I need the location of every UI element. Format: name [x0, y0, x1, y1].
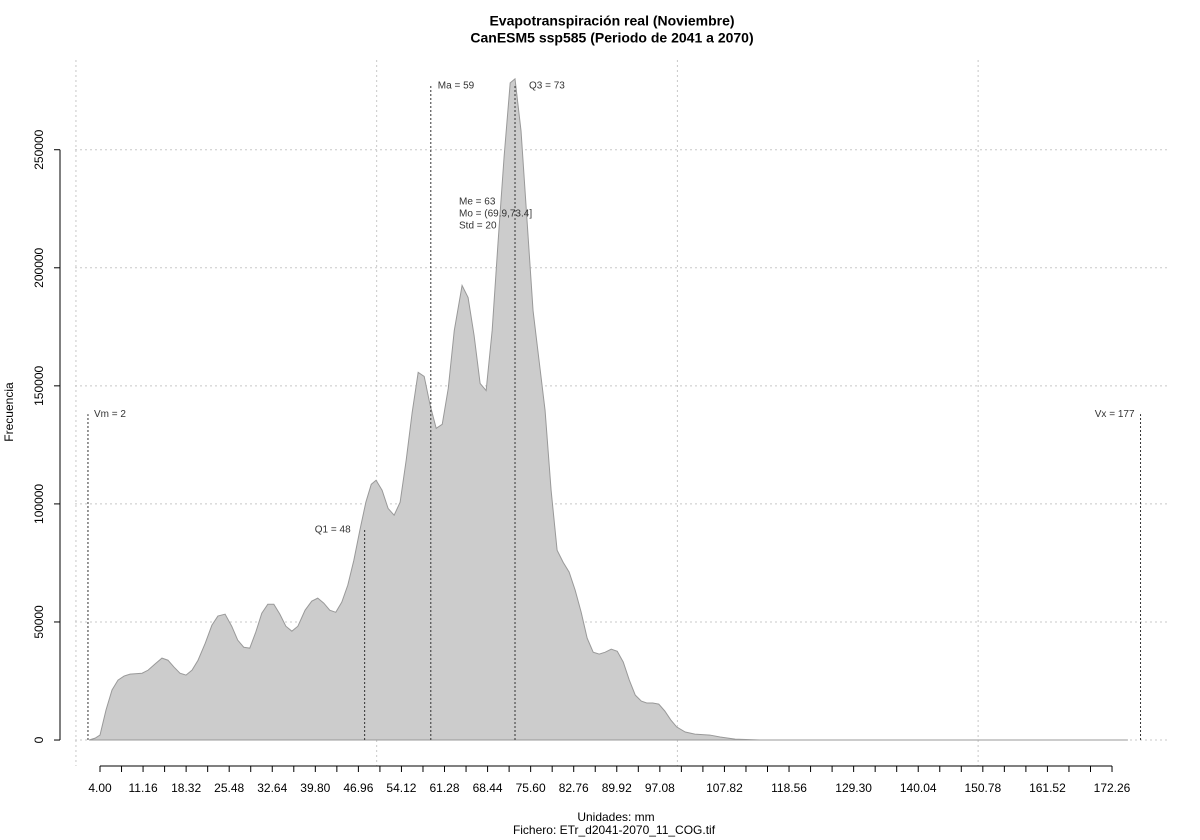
x-tick-label: 97.08 — [645, 781, 675, 795]
x-tick-label: 150.78 — [964, 781, 1001, 795]
file-label: Fichero: ETr_d2041-2070_11_COG.tif — [513, 823, 716, 837]
x-tick-label: 75.60 — [516, 781, 546, 795]
stat-label: Mo = (69.9,73.4] — [459, 209, 532, 220]
x-tick-label: 32.64 — [257, 781, 287, 795]
x-tick-label: 161.52 — [1029, 781, 1066, 795]
x-tick-label: 54.12 — [386, 781, 416, 795]
marker-label: Vx = 177 — [1095, 409, 1135, 420]
y-tick-label: 0 — [32, 736, 46, 743]
y-tick-label: 150000 — [32, 366, 46, 406]
x-tick-label: 11.16 — [128, 781, 157, 795]
y-axis-label: Frecuencia — [2, 382, 16, 442]
chart-subtitle: CanESM5 ssp585 (Periodo de 2041 a 2070) — [470, 30, 753, 46]
x-tick-label: 4.00 — [88, 781, 112, 795]
x-tick-label: 25.48 — [214, 781, 244, 795]
x-tick-label: 82.76 — [559, 781, 589, 795]
y-tick-label: 250000 — [32, 129, 46, 169]
y-tick-label: 200000 — [32, 247, 46, 287]
x-tick-label: 18.32 — [171, 781, 201, 795]
x-tick-label: 68.44 — [473, 781, 503, 795]
x-tick-label: 140.04 — [900, 781, 937, 795]
stat-label: Me = 63 — [459, 197, 496, 208]
marker-label: Q1 = 48 — [315, 525, 351, 536]
x-tick-label: 39.80 — [300, 781, 330, 795]
y-tick-label: 50000 — [32, 605, 46, 639]
x-tick-label: 89.92 — [602, 781, 632, 795]
x-tick-label: 129.30 — [835, 781, 872, 795]
marker-label: Vm = 2 — [94, 409, 126, 420]
chart-title: Evapotranspiración real (Noviembre) — [489, 13, 734, 29]
x-tick-label: 172.26 — [1094, 781, 1131, 795]
stat-label: Std = 20 — [459, 221, 497, 232]
x-tick-label: 107.82 — [706, 781, 743, 795]
marker-label: Q3 = 73 — [529, 81, 565, 92]
x-tick-label: 61.28 — [429, 781, 459, 795]
y-tick-label: 100000 — [32, 484, 46, 524]
x-tick-label: 46.96 — [343, 781, 373, 795]
density-area — [89, 77, 1128, 741]
x-tick-label: 118.56 — [771, 781, 807, 795]
x-axis-label: Unidades: mm — [577, 810, 654, 824]
marker-label: Ma = 59 — [438, 81, 475, 92]
